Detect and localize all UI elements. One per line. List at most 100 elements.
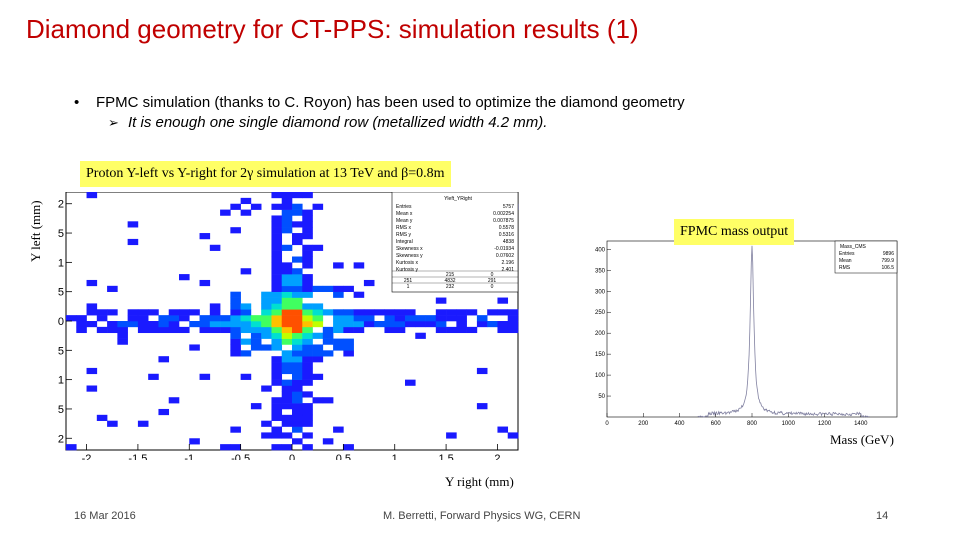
heatmap-cell <box>86 279 98 287</box>
heatmap-cell <box>261 303 272 310</box>
heatmap-cell <box>292 403 303 410</box>
heatmap-cell <box>240 309 252 316</box>
heatmap-cell <box>250 403 262 410</box>
heatmap-cell <box>353 315 365 322</box>
mass-stat-key: Entries <box>839 251 855 257</box>
heatmap-cell <box>302 221 313 228</box>
heatmap-cell <box>322 338 334 345</box>
mass-y-tick-label: 350 <box>595 268 606 274</box>
heatmap-cell <box>353 262 365 269</box>
heatmap-cell <box>302 256 313 263</box>
heatmap-cell <box>497 326 509 334</box>
heatmap-y-tick-label: 1.5 <box>58 228 64 240</box>
heatmap-cell <box>271 250 283 257</box>
heatmap-cell <box>374 321 385 328</box>
heatmap-cell <box>302 373 313 380</box>
heatmap-cell <box>292 367 303 375</box>
footer-page-number: 14 <box>876 510 889 522</box>
heatmap-cell <box>230 297 241 304</box>
heatmap-cell <box>292 391 303 398</box>
heatmap-stat-value: 2.401 <box>501 267 514 273</box>
heatmap-cell <box>343 309 354 316</box>
heatmap-cell <box>302 303 313 310</box>
heatmap-cell <box>127 221 139 228</box>
heatmap-cell <box>261 420 272 427</box>
heatmap-cell <box>415 315 426 322</box>
heatmap-cell <box>292 338 303 345</box>
heatmap-cell <box>240 268 252 275</box>
heatmap-cell <box>292 303 303 310</box>
arrow-bullet-icon: ➢ <box>108 115 119 130</box>
heatmap-cell <box>240 338 252 345</box>
heatmap-cell <box>271 444 283 451</box>
heatmap-cell <box>179 315 190 322</box>
heatmap-cell <box>435 309 447 316</box>
heatmap-cell <box>292 373 303 380</box>
heatmap-cell <box>281 391 293 398</box>
heatmap-cell <box>302 209 313 216</box>
heatmap-grid-stat: 0 <box>491 284 494 290</box>
heatmap-cell <box>137 309 149 316</box>
heatmap-cell <box>415 332 426 339</box>
heatmap-cell <box>271 256 283 263</box>
heatmap-cell <box>271 408 283 416</box>
heatmap-cell <box>322 326 334 334</box>
heatmap-cell <box>117 332 128 339</box>
heatmap-cell <box>250 332 262 339</box>
mass-x-label: Mass (GeV) <box>830 432 894 447</box>
heatmap-cell <box>271 268 283 275</box>
heatmap-cell <box>240 321 252 328</box>
heatmap-cell <box>281 379 293 386</box>
heatmap-cell <box>487 309 498 316</box>
heatmap-cell <box>127 321 139 328</box>
mass-y-tick-label: 400 <box>595 247 606 253</box>
heatmap-cell <box>302 285 313 292</box>
heatmap-cell <box>302 408 313 416</box>
heatmap-cell <box>179 326 190 334</box>
heatmap-cell <box>302 315 313 322</box>
heatmap-cell <box>271 233 283 240</box>
heatmap-cell <box>343 344 354 351</box>
heatmap-cell <box>497 321 509 328</box>
heatmap-cell <box>86 309 98 316</box>
heatmap-cell <box>281 414 293 421</box>
heatmap-cell <box>333 315 344 322</box>
heatmap-cell <box>96 315 108 322</box>
heatmap-cell <box>292 297 303 304</box>
heatmap-cell <box>148 321 159 328</box>
heatmap-stat-key: Integral <box>396 239 413 245</box>
heatmap-stat-key: Kurtosis x <box>396 260 418 266</box>
heatmap-cell <box>292 356 303 363</box>
heatmap-cell <box>230 338 241 345</box>
heatmap-stat-key: Mean y <box>396 218 413 224</box>
heatmap-cell <box>220 315 231 322</box>
heatmap-cell <box>271 315 283 322</box>
heatmap-cell <box>107 420 118 427</box>
heatmap-cell <box>271 379 283 386</box>
heatmap-cell <box>322 285 334 292</box>
mass-y-tick-label: 50 <box>598 394 605 400</box>
heatmap-cell <box>312 397 324 404</box>
heatmap-cell <box>96 414 108 421</box>
heatmap-stat-key: RMS x <box>396 225 412 231</box>
heatmap-cell <box>281 326 293 334</box>
mass-y-tick-label: 250 <box>595 310 606 316</box>
heatmap-cell <box>271 274 283 281</box>
mass-stat-key: RMS <box>839 265 851 271</box>
heatmap-cell <box>292 426 303 433</box>
heatmap-cell <box>312 285 324 292</box>
heatmap-cell <box>281 397 293 404</box>
heatmap-cell <box>405 309 416 316</box>
heatmap-cell <box>86 367 98 375</box>
heatmap-cell <box>302 391 313 398</box>
heatmap-cell <box>281 203 293 210</box>
heatmap-cell <box>292 221 303 228</box>
heatmap-cell <box>292 268 303 275</box>
heatmap-cell <box>333 262 344 269</box>
heatmap-cell <box>302 274 313 281</box>
heatmap-stat-value: 5757 <box>503 204 514 210</box>
heatmap-cell <box>312 350 324 357</box>
heatmap-cell <box>117 338 128 345</box>
heatmap-cell <box>137 321 149 328</box>
heatmap-cell <box>261 344 272 351</box>
